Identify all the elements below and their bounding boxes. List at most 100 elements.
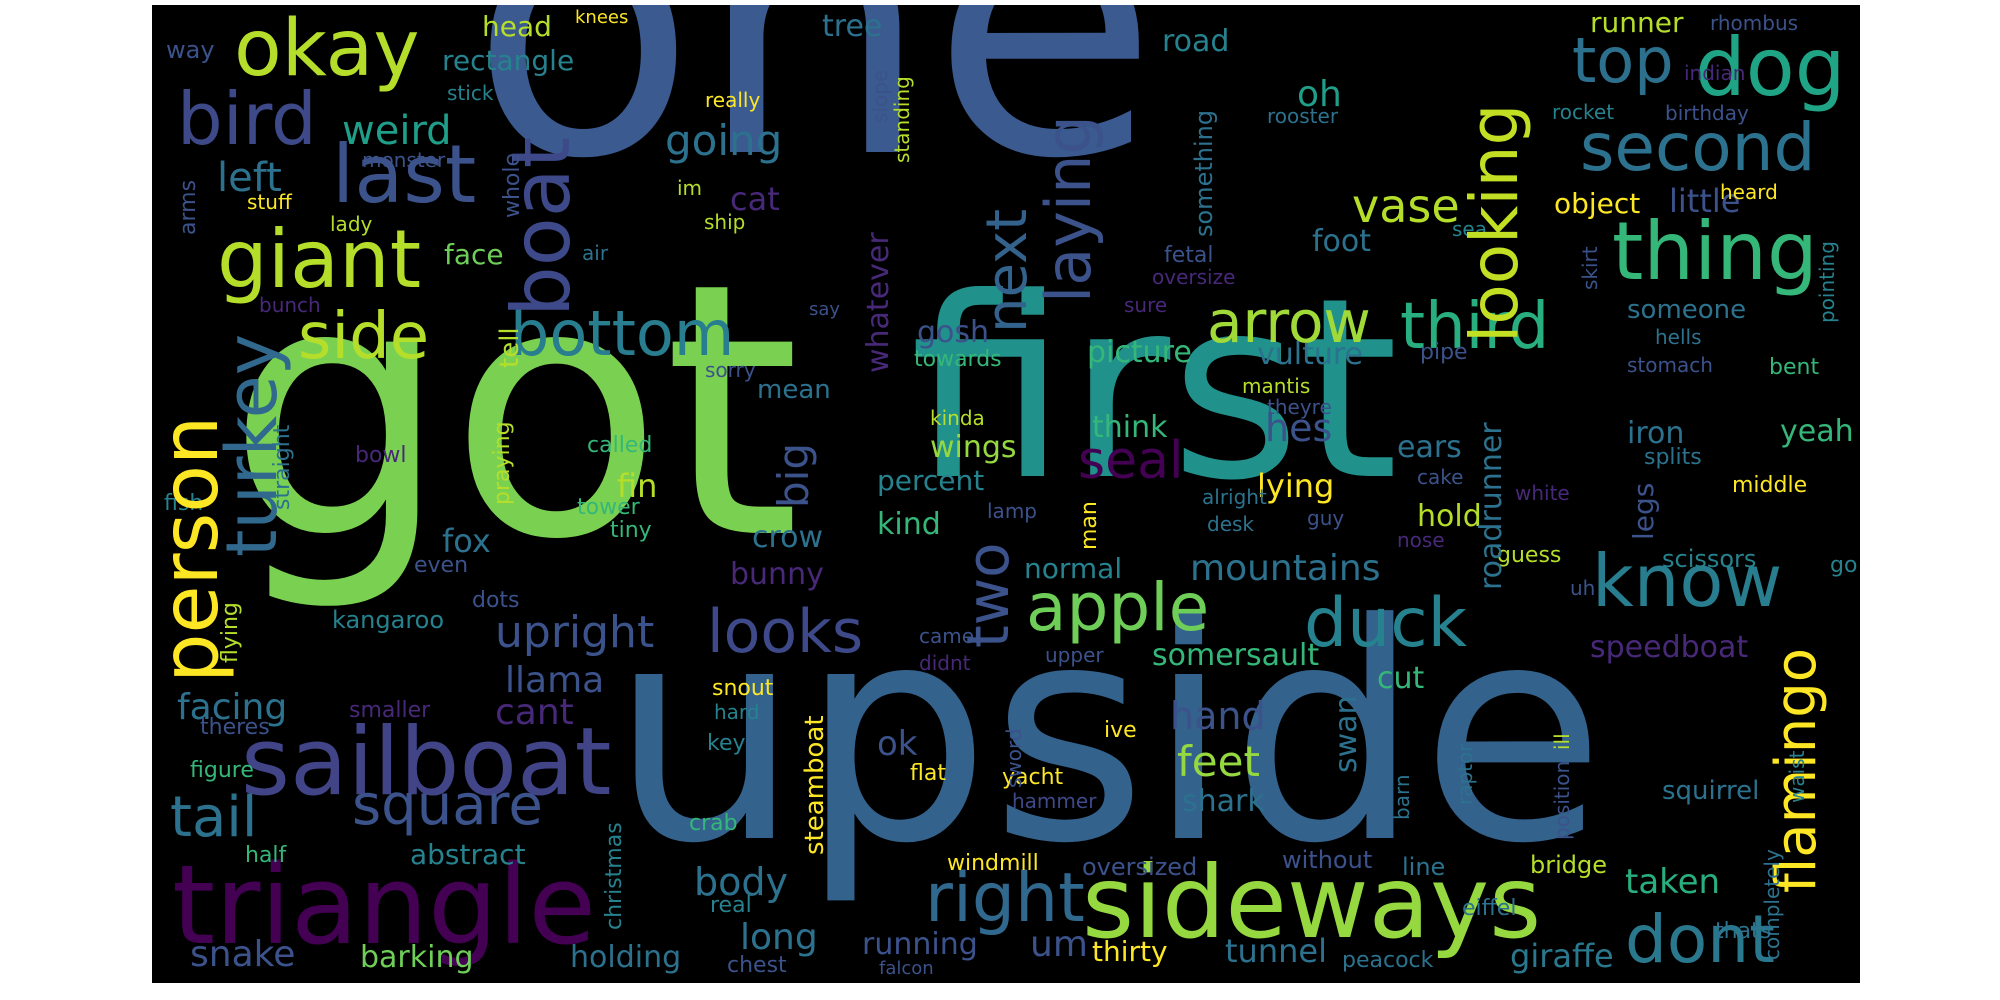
word-half: half	[245, 843, 287, 868]
word-guy: guy	[1307, 506, 1345, 530]
word-bowl: bowl	[355, 443, 407, 468]
word-key: key	[707, 731, 746, 756]
word-hells: hells	[1655, 325, 1702, 349]
word-didnt: didnt	[919, 651, 971, 675]
word-abstract: abstract	[410, 838, 526, 871]
word-fox: fox	[442, 522, 491, 560]
word-theyre: theyre	[1267, 395, 1332, 419]
word-christmas: christmas	[602, 822, 627, 930]
word-triangle: triangle	[172, 841, 597, 969]
word-stomach: stomach	[1627, 353, 1713, 377]
word-barn: barn	[1390, 774, 1414, 821]
word-hold: hold	[1417, 499, 1482, 534]
word-square: square	[352, 773, 543, 838]
word-bird: bird	[177, 77, 317, 161]
word-hammer: hammer	[1012, 789, 1097, 813]
word-roadrunner: roadrunner	[1474, 422, 1509, 590]
word-sideways: sideways	[1082, 844, 1542, 961]
word-little: little	[1669, 182, 1741, 220]
word-kind: kind	[877, 507, 941, 542]
word-raptor: raptor	[1453, 743, 1477, 805]
word-sea: sea	[1452, 217, 1487, 241]
word-monster: monster	[362, 148, 446, 172]
word-shark: shark	[1182, 784, 1265, 819]
word-stick: stick	[447, 81, 494, 105]
word-next: next	[975, 208, 1040, 333]
word-yeah: yeah	[1780, 414, 1854, 449]
word-percent: percent	[877, 464, 985, 497]
word-oversize: oversize	[1152, 265, 1236, 289]
word-completely: completely	[1760, 849, 1784, 960]
word-lady: lady	[330, 212, 373, 236]
word-real: real	[710, 893, 752, 918]
word-upper: upper	[1045, 643, 1104, 667]
word-tree: tree	[822, 9, 883, 44]
word-nose: nose	[1397, 528, 1445, 552]
word-flying: flying	[218, 602, 243, 663]
word-bottom: bottom	[510, 297, 735, 370]
word-wings: wings	[930, 430, 1017, 465]
word-steamboat: steamboat	[800, 715, 830, 855]
word-apple: apple	[1026, 569, 1210, 646]
word-cake: cake	[1417, 465, 1464, 489]
word-facing: facing	[177, 687, 288, 728]
word-oh: oh	[1297, 74, 1342, 115]
word-cut: cut	[1377, 661, 1425, 696]
word-yacht: yacht	[1002, 765, 1064, 790]
word-side: side	[298, 300, 430, 374]
word-swan: swan	[1329, 695, 1364, 773]
word-praying: praying	[490, 421, 515, 505]
word-standing: standing	[890, 76, 914, 163]
word-tower: tower	[577, 495, 640, 520]
word-stuff: stuff	[247, 190, 292, 214]
word-gosh: gosh	[917, 315, 990, 350]
word-hes: hes	[1265, 406, 1333, 450]
word-sailboat: sailboat	[241, 708, 612, 817]
word-got: got	[227, 208, 801, 616]
word-rectangle: rectangle	[442, 44, 575, 77]
word-bunch: bunch	[259, 293, 321, 317]
word-skirt: skirt	[1578, 246, 1602, 290]
word-tunnel: tunnel	[1225, 932, 1327, 970]
word-upside: upside	[610, 560, 1606, 909]
word-lamp: lamp	[987, 499, 1037, 523]
word-bridge: bridge	[1530, 851, 1608, 879]
word-taken: taken	[1625, 862, 1721, 902]
word-ears: ears	[1397, 430, 1462, 465]
word-bunny: bunny	[730, 557, 824, 592]
word-iron: iron	[1627, 416, 1685, 451]
word-something: something	[1190, 109, 1218, 237]
word-giraffe: giraffe	[1510, 937, 1614, 975]
word-third: third	[1400, 290, 1550, 364]
word-eiffel: eiffel	[1462, 896, 1517, 921]
word-face: face	[444, 238, 504, 271]
word-im: im	[677, 176, 703, 200]
word-running: running	[862, 927, 978, 962]
word-thats: thats	[1715, 919, 1772, 944]
word-camel: camel	[919, 624, 980, 648]
word-road: road	[1162, 24, 1230, 59]
word-tell: tell	[495, 327, 525, 368]
word-splits: splits	[1644, 445, 1702, 470]
word-looks: looks	[707, 597, 864, 667]
word-dont: dont	[1625, 901, 1775, 978]
word-head: head	[482, 10, 552, 43]
word-sorry: sorry	[705, 358, 756, 382]
word-left: left	[217, 155, 282, 201]
word-position: position	[1550, 760, 1574, 840]
word-way: way	[166, 36, 215, 64]
word-ive: ive	[1104, 718, 1137, 743]
word-white: white	[1515, 481, 1570, 505]
word-legs: legs	[1627, 482, 1660, 540]
word-mean: mean	[757, 375, 831, 405]
word-fetal: fetal	[1164, 243, 1214, 268]
word-speedboat: speedboat	[1590, 630, 1749, 665]
word-scissors: scissors	[1662, 545, 1757, 573]
word-go: go	[1830, 553, 1858, 578]
word-birthday: birthday	[1665, 101, 1749, 125]
word-big: big	[769, 443, 818, 508]
word-hand: hand	[1170, 694, 1266, 738]
word-chest: chest	[727, 953, 787, 978]
word-dots: dots	[472, 588, 520, 613]
word-thirty: thirty	[1092, 935, 1168, 968]
